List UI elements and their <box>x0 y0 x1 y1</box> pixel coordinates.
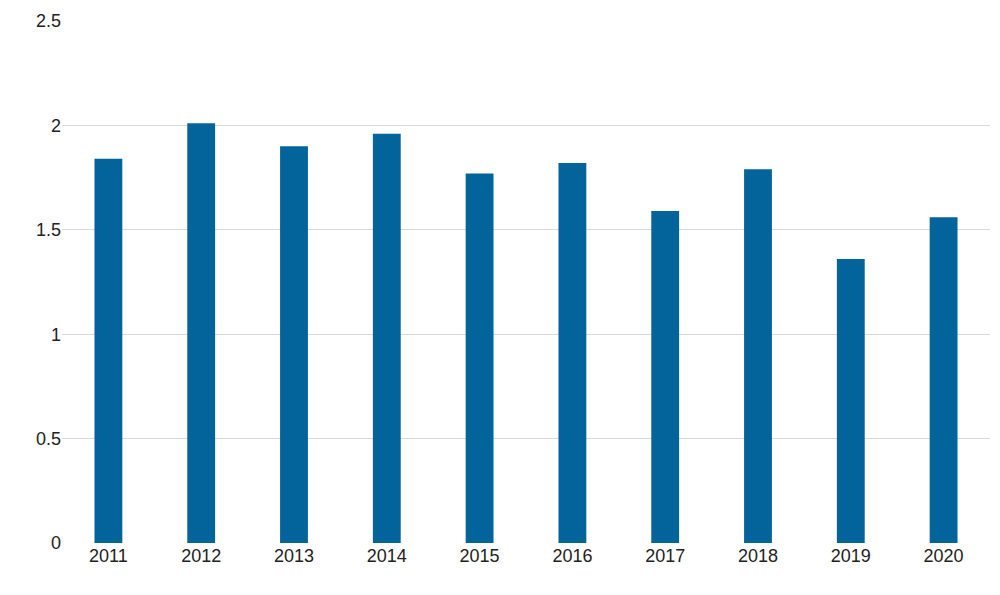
svg-text:0: 0 <box>51 533 61 553</box>
svg-text:2017: 2017 <box>645 546 685 566</box>
svg-text:2013: 2013 <box>274 546 314 566</box>
svg-text:2019: 2019 <box>831 546 871 566</box>
svg-text:2014: 2014 <box>367 546 407 566</box>
svg-text:2011: 2011 <box>89 546 128 566</box>
svg-text:0.5: 0.5 <box>36 429 61 449</box>
svg-text:2018: 2018 <box>738 546 778 566</box>
svg-text:2012: 2012 <box>181 546 221 566</box>
svg-text:2: 2 <box>51 116 61 136</box>
svg-text:2015: 2015 <box>460 546 500 566</box>
svg-text:2020: 2020 <box>924 546 964 566</box>
svg-text:1: 1 <box>51 325 61 345</box>
svg-text:2.5: 2.5 <box>36 11 61 31</box>
svg-text:2016: 2016 <box>552 546 592 566</box>
svg-text:1.5: 1.5 <box>36 220 61 240</box>
